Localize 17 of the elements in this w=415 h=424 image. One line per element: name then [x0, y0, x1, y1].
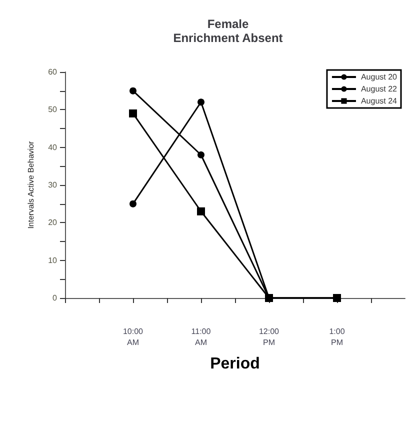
legend-label: August 24 [360, 96, 398, 106]
x-tick-label: 12:00 PM [258, 327, 280, 347]
x-axis-title: Period [210, 356, 260, 372]
y-tick-label: 50 [48, 105, 58, 114]
legend-label: August 22 [360, 84, 398, 94]
legend-label: August 20 [360, 72, 398, 82]
y-tick-label: 30 [48, 180, 58, 190]
x-tick-label: 1:00 PM [329, 327, 346, 347]
chart-title: Female Enrichment Absent [173, 17, 283, 45]
x-tick-label: 11:00 AM [191, 327, 212, 347]
x-tick-label: 10:00 AM [122, 327, 144, 347]
y-tick-label: 0 [52, 294, 58, 302]
y-tick-label: 60 [48, 68, 58, 76]
y-tick-label: 10 [48, 256, 58, 265]
y-tick-label: 40 [48, 142, 58, 152]
y-axis-title: Intervals Active Behavior [26, 140, 36, 229]
y-tick-label: 20 [48, 218, 58, 228]
